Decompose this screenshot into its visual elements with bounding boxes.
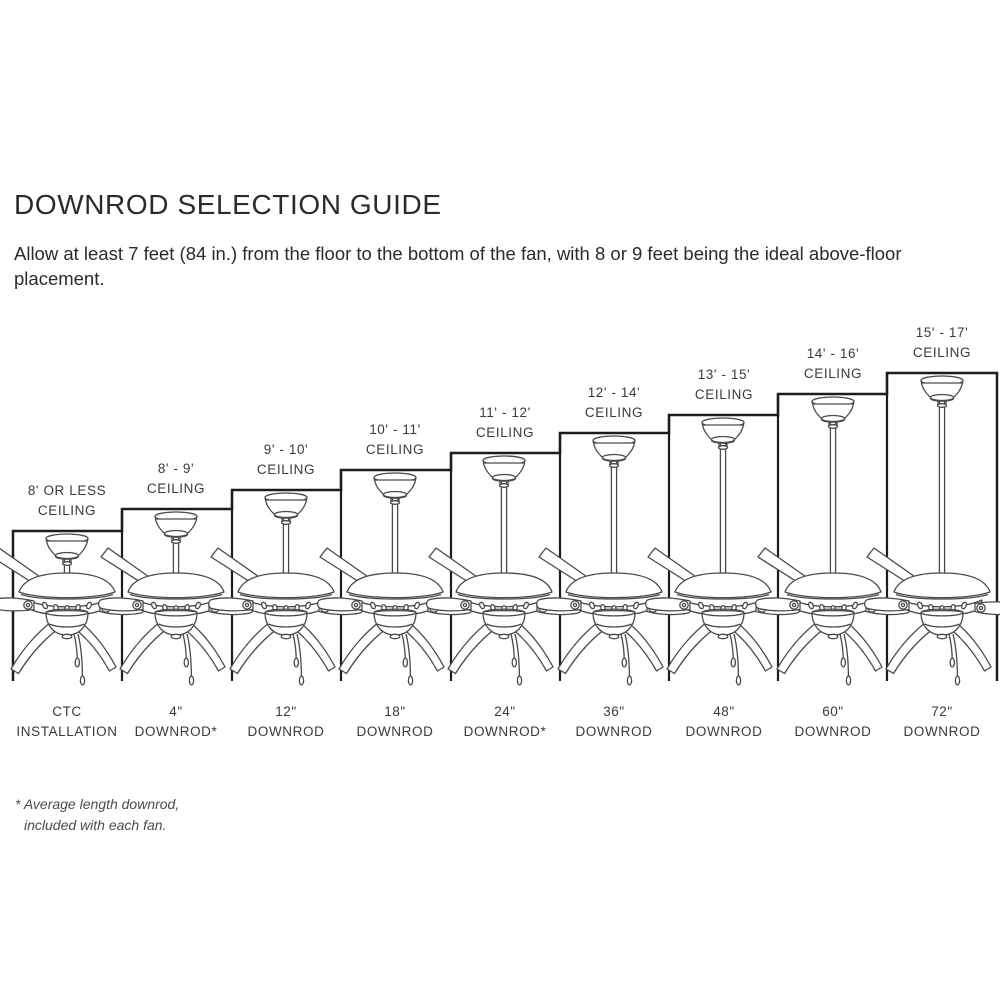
label-line: 11' - 12' — [479, 405, 531, 420]
label-line: DOWNROD* — [134, 724, 218, 739]
label-line: CEILING — [146, 481, 206, 496]
label-line: CEILING — [365, 442, 425, 457]
label-line: DOWNROD — [794, 724, 872, 739]
label-line: DOWNROD* — [463, 724, 547, 739]
downrod-size-label: 12" DOWNROD — [231, 702, 341, 742]
label-line: 8' OR LESS — [27, 483, 107, 498]
ceiling-fan-illustration — [535, 435, 693, 686]
page-title: DOWNROD SELECTION GUIDE — [14, 188, 442, 220]
guide-instructions: Allow at least 7 feet (84 in.) from the … — [14, 242, 902, 290]
ceiling-height-label: 11' - 12' CEILING — [450, 403, 560, 443]
label-line: 60" — [822, 704, 844, 719]
ceiling-height-label: 9' - 10' CEILING — [231, 440, 341, 480]
label-line: CEILING — [694, 387, 754, 402]
label-line: 10' - 11' — [369, 422, 421, 437]
label-line: 15' - 17' — [915, 325, 969, 340]
ceiling-height-label: 8' - 9' CEILING — [121, 459, 231, 499]
label-line: 13' - 15' — [697, 367, 751, 382]
label-line: 12" — [275, 704, 297, 719]
downrod-size-label: 60" DOWNROD — [778, 702, 888, 742]
label-line: 18" — [384, 704, 406, 719]
label-line: CTC — [52, 704, 82, 719]
label-line: INSTALLATION — [16, 724, 118, 739]
ceiling-fan-illustration — [207, 492, 365, 686]
ceiling-fan-illustration — [863, 375, 1000, 686]
downrod-size-label: 36" DOWNROD — [559, 702, 669, 742]
downrod-size-label: 24" DOWNROD* — [450, 702, 560, 742]
footnote-line: included with each fan. — [24, 817, 167, 833]
label-line: CEILING — [475, 425, 535, 440]
ceiling-fan-illustration — [425, 455, 583, 686]
label-line: DOWNROD — [247, 724, 325, 739]
label-line: 14' - 16' — [806, 346, 860, 361]
label-line: 9' - 10' — [263, 442, 309, 457]
ceiling-height-label: 14' - 16' CEILING — [778, 344, 888, 384]
footnote: * Average length downrod, included with … — [15, 794, 179, 836]
downrod-size-label: 18" DOWNROD — [340, 702, 450, 742]
label-line: DOWNROD — [356, 724, 434, 739]
downrod-size-label: 48" DOWNROD — [669, 702, 779, 742]
label-line: CEILING — [803, 366, 863, 381]
ceiling-height-label: 13' - 15' CEILING — [669, 365, 779, 405]
label-line: 36" — [603, 704, 625, 719]
label-line: DOWNROD — [685, 724, 763, 739]
label-line: CEILING — [37, 503, 97, 518]
label-line: 48" — [713, 704, 735, 719]
label-line: 8' - 9' — [157, 461, 195, 476]
downrod-size-label: CTC INSTALLATION — [12, 702, 122, 742]
downrod-size-label: 72" DOWNROD — [887, 702, 997, 742]
ceiling-fan-illustration — [0, 533, 146, 686]
ceiling-fan-illustration — [754, 396, 912, 686]
label-line: CEILING — [256, 462, 316, 477]
label-line: 12' - 14' — [587, 385, 641, 400]
label-line: CEILING — [912, 345, 972, 360]
ceiling-height-label: 8' OR LESS CEILING — [12, 481, 122, 521]
fan-downrod — [938, 400, 946, 581]
label-line: DOWNROD — [575, 724, 653, 739]
ceiling-height-label: 15' - 17' CEILING — [887, 323, 997, 363]
label-line: DOWNROD — [903, 724, 981, 739]
label-line: 4" — [169, 704, 183, 719]
label-line: 24" — [494, 704, 516, 719]
ceiling-height-label: 10' - 11' CEILING — [340, 420, 450, 460]
ceiling-height-label: 12' - 14' CEILING — [559, 383, 669, 423]
footnote-line: * Average length downrod, — [15, 796, 180, 812]
label-line: CEILING — [584, 405, 644, 420]
downrod-size-label: 4" DOWNROD* — [121, 702, 231, 742]
ceiling-fan-illustration — [644, 417, 802, 686]
ceiling-fan-illustration — [316, 472, 474, 686]
ceiling-fan-illustration — [97, 511, 255, 686]
label-line: 72" — [931, 704, 953, 719]
